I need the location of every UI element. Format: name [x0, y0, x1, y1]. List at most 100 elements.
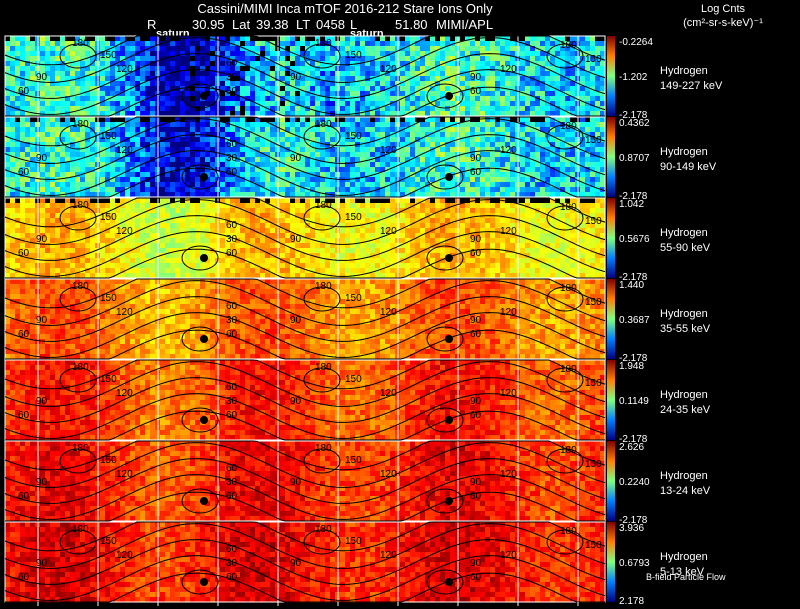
heatmap-cell: [315, 187, 321, 193]
heatmap-cell: [40, 243, 46, 249]
heatmap-cell: [300, 198, 306, 204]
heatmap-cell: [340, 147, 346, 153]
heatmap-cell: [120, 218, 126, 224]
heatmap-cell: [380, 91, 386, 97]
heatmap-cell: [60, 96, 66, 102]
heatmap-cell: [20, 258, 26, 264]
heatmap-cell: [115, 253, 121, 259]
heatmap-cell: [360, 127, 366, 133]
heatmap-cell: [170, 81, 176, 87]
heatmap-cell: [555, 106, 561, 112]
contour-line: [4, 118, 606, 164]
heatmap-cell: [525, 76, 531, 82]
heatmap-cell: [470, 96, 476, 102]
heatmap-cell: [440, 96, 446, 102]
heatmap-cell: [140, 218, 146, 224]
heatmap-cell: [125, 122, 131, 128]
heatmap-cell: [300, 167, 306, 173]
heatmap-cell: [400, 117, 406, 123]
heatmap-cell: [40, 81, 46, 87]
heatmap-cell: [380, 177, 386, 183]
heatmap-cell: [570, 61, 576, 67]
heatmap-cell: [580, 66, 586, 72]
heatmap-cell: [70, 273, 76, 279]
heatmap-cell: [220, 76, 226, 82]
heatmap-cell: [505, 117, 511, 123]
heatmap-cell: [240, 182, 246, 188]
heatmap-cell: [160, 187, 166, 193]
heatmap-cell: [285, 182, 291, 188]
heatmap-cell: [120, 238, 126, 244]
heatmap-cell: [595, 86, 601, 92]
heatmap-cell: [80, 248, 86, 254]
heatmap-cell: [265, 66, 271, 72]
heatmap-cell: [290, 243, 296, 249]
heatmap-cell: [385, 192, 391, 198]
heatmap-cell: [70, 76, 76, 82]
r-label: R: [147, 17, 157, 32]
heatmap-cell: [505, 157, 511, 163]
heatmap-cell: [65, 273, 71, 279]
heatmap-cell: [205, 96, 211, 102]
heatmap-cell: [20, 142, 26, 148]
heatmap-cell: [140, 91, 146, 97]
heatmap-cell: [325, 167, 331, 173]
heatmap-cell: [405, 81, 411, 87]
heatmap-cell: [40, 76, 46, 82]
heatmap-cell: [55, 71, 61, 77]
heatmap-cell: [520, 192, 526, 198]
heatmap-cell: [510, 61, 516, 67]
heatmap-cell: [355, 111, 361, 117]
heatmap-cell: [290, 182, 296, 188]
heatmap-cell: [45, 111, 51, 117]
heatmap-cell: [365, 182, 371, 188]
heatmap-cell: [490, 106, 496, 112]
heatmap-cell: [570, 91, 576, 97]
heatmap-cell: [30, 233, 36, 239]
heatmap-cell: [285, 223, 291, 229]
heatmap-cell: [365, 36, 371, 42]
heatmap-cell: [170, 56, 176, 62]
heatmap-cell: [570, 96, 576, 102]
heatmap-cell: [20, 117, 26, 123]
heatmap-cell: [30, 157, 36, 163]
heatmap-cell: [115, 263, 121, 269]
heatmap-cell: [305, 152, 311, 158]
heatmap-cell: [5, 223, 11, 229]
heatmap-cell: [165, 142, 171, 148]
heatmap-cell: [130, 147, 136, 153]
heatmap-cell: [100, 198, 106, 204]
heatmap-cell: [130, 162, 136, 168]
heatmap-cell: [390, 91, 396, 97]
heatmap-cell: [105, 253, 111, 259]
heatmap-cell: [285, 268, 291, 274]
heatmap-cell: [70, 106, 76, 112]
heatmap-cell: [5, 198, 11, 204]
heatmap-cell: [295, 117, 301, 123]
heatmap-cell: [465, 142, 471, 148]
heatmap-cell: [295, 46, 301, 52]
heatmap-cell: [310, 81, 316, 87]
heatmap-cell: [315, 86, 321, 92]
heatmap-cell: [105, 137, 111, 143]
heatmap-cell: [180, 243, 186, 249]
heatmap-cell: [5, 117, 11, 123]
heatmap-cell: [10, 127, 16, 133]
heatmap-cell: [65, 223, 71, 229]
heatmap-cell: [340, 101, 346, 107]
heatmap-cell: [305, 157, 311, 163]
heatmap-cell: [540, 56, 546, 62]
heatmap-cell: [585, 76, 591, 82]
heatmap-cell: [245, 167, 251, 173]
heatmap-cell: [115, 273, 121, 279]
heatmap-cell: [145, 223, 151, 229]
heatmap-cell: [355, 91, 361, 97]
heatmap-cell: [255, 187, 261, 193]
heatmap-cell: [425, 46, 431, 52]
heatmap-cell: [240, 203, 246, 209]
heatmap-cell: [150, 182, 156, 188]
heatmap-cell: [540, 182, 546, 188]
heatmap-cell: [225, 51, 231, 57]
heatmap-cell: [70, 127, 76, 133]
heatmap-cell: [250, 203, 256, 209]
